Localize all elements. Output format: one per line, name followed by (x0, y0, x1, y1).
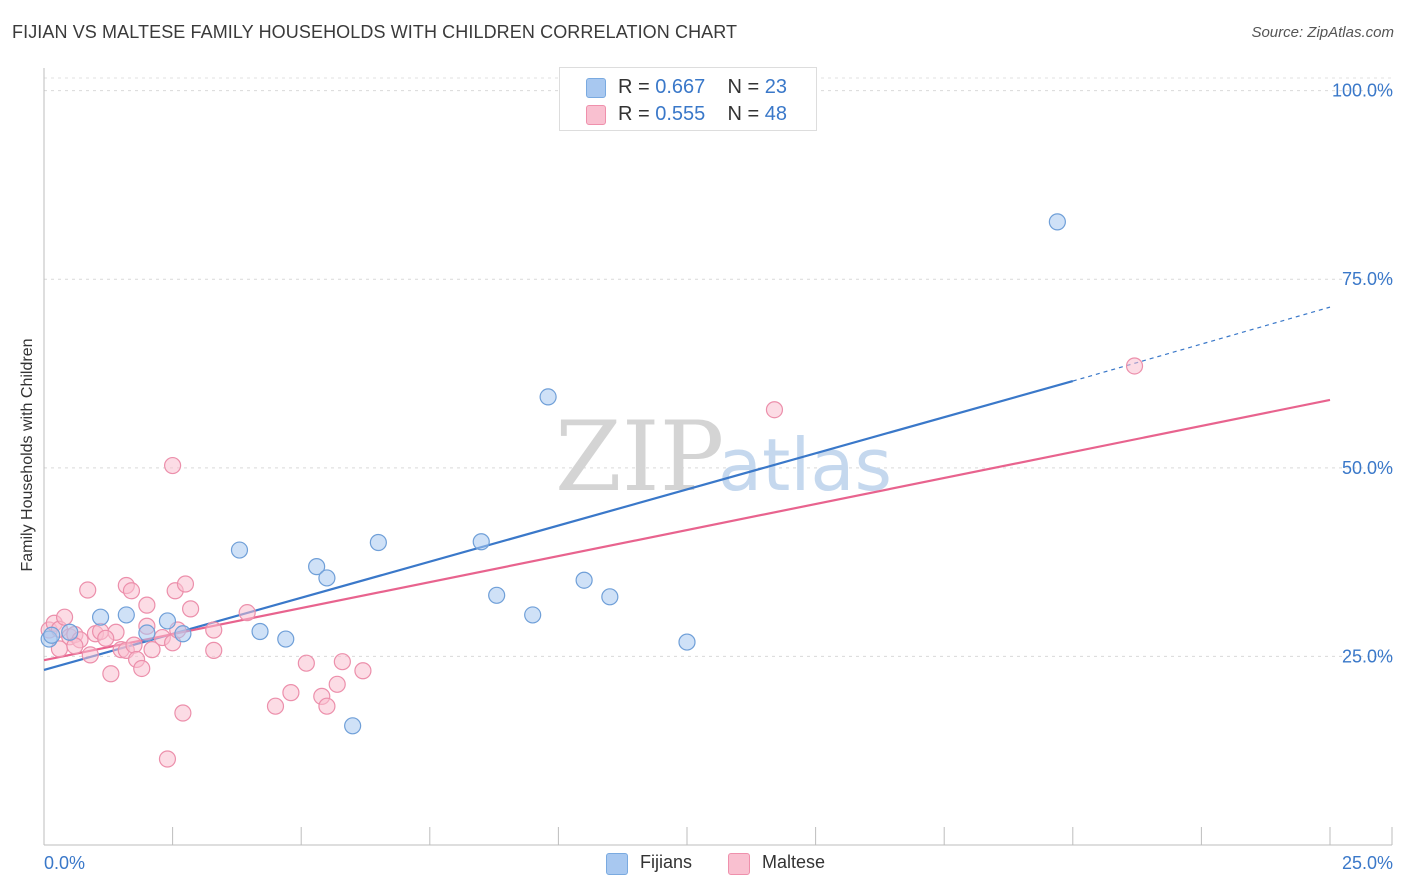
point-maltese-26 (164, 456, 182, 475)
point-fijians-3 (138, 624, 156, 642)
fijians-n-label: N = (727, 76, 760, 98)
point-maltese-24 (158, 750, 177, 768)
point-fijians-10 (318, 569, 336, 587)
maltese-r-label: R = (618, 103, 650, 125)
point-fijians-22 (61, 623, 79, 641)
point-maltese-32 (205, 641, 223, 659)
maltese-r-value: 0.555 (655, 103, 706, 125)
legend-maltese-swatch (728, 853, 750, 875)
point-fijians-11 (344, 717, 362, 735)
tick-labels: 25.0% 50.0% 75.0% 100.0% 0.0% 25.0% (44, 81, 1393, 873)
point-maltese-43 (765, 401, 784, 419)
point-maltese-36 (282, 684, 300, 702)
point-maltese-47 (97, 629, 115, 647)
point-maltese-35 (266, 697, 285, 715)
point-fijians-13 (472, 533, 490, 551)
y-tick-label-100: 100.0% (1332, 81, 1393, 101)
source-label: Source: ZipAtlas.com (1251, 24, 1394, 41)
watermark: ZIP atlas (555, 401, 892, 513)
point-maltese-44 (1125, 357, 1144, 375)
point-maltese-11 (102, 665, 120, 683)
point-maltese-20 (138, 596, 156, 614)
chart-title: FIJIAN VS MALTESE FAMILY HOUSEHOLDS WITH… (12, 22, 738, 42)
point-maltese-30 (176, 575, 195, 593)
point-maltese-17 (125, 636, 143, 654)
point-maltese-22 (143, 641, 161, 659)
legend-maltese-label: Maltese (762, 852, 826, 872)
axes (43, 68, 1393, 846)
maltese-n-value: 48 (764, 103, 788, 125)
point-fijians-8 (277, 630, 295, 648)
watermark-atlas: atlas (718, 423, 892, 507)
point-maltese-34 (238, 604, 256, 622)
y-tick-label-50: 50.0% (1342, 458, 1393, 478)
legend-fijians-label: Fijians (640, 852, 693, 872)
legend-fijians-swatch (606, 853, 628, 875)
point-maltese-39 (318, 697, 336, 715)
point-maltese-29 (174, 704, 192, 722)
watermark-zip: ZIP (555, 401, 724, 513)
point-maltese-33 (205, 621, 223, 639)
stats-legend: R = 0.667 N = 23 R = 0.555 N = 48 (559, 67, 817, 131)
point-fijians-18 (601, 588, 619, 606)
point-fijians-6 (230, 541, 249, 559)
point-maltese-16 (122, 582, 141, 600)
fijians-r-label: R = (618, 76, 650, 98)
maltese-n-label: N = (727, 103, 760, 125)
fijians-swatch (586, 78, 606, 98)
trend-extension-fijians (1072, 306, 1331, 382)
point-fijians-19 (678, 633, 696, 651)
x-tick-label-0: 0.0% (44, 853, 85, 873)
point-fijians-15 (524, 606, 542, 624)
point-fijians-12 (369, 533, 387, 552)
point-fijians-7 (251, 622, 269, 641)
maltese-swatch (586, 105, 606, 125)
point-maltese-31 (182, 600, 200, 618)
y-tick-label-75: 75.0% (1342, 269, 1393, 289)
point-maltese-7 (81, 646, 99, 664)
y-tick-label-25: 25.0% (1342, 646, 1393, 666)
point-fijians-4 (158, 612, 177, 630)
trend-line-maltese (43, 398, 1331, 662)
data-points (40, 213, 1144, 768)
fijians-n-value: 23 (764, 76, 788, 98)
point-maltese-3 (55, 608, 74, 626)
point-fijians-21 (43, 626, 61, 644)
point-fijians-16 (539, 388, 557, 406)
point-maltese-42 (354, 662, 372, 680)
x-tick-label-25: 25.0% (1342, 853, 1393, 873)
point-maltese-40 (328, 675, 346, 693)
point-fijians-17 (575, 571, 593, 589)
point-fijians-2 (117, 606, 135, 624)
point-fijians-5 (174, 625, 192, 643)
fijians-r-value: 0.667 (655, 76, 706, 98)
point-maltese-8 (79, 581, 97, 599)
point-maltese-19 (133, 659, 151, 678)
point-maltese-37 (297, 654, 315, 672)
point-fijians-14 (488, 586, 506, 604)
point-fijians-1 (91, 608, 110, 626)
point-maltese-41 (333, 653, 351, 671)
point-fijians-20 (1048, 213, 1066, 231)
point-fijians-9 (308, 558, 326, 576)
gridlines (44, 77, 1392, 657)
